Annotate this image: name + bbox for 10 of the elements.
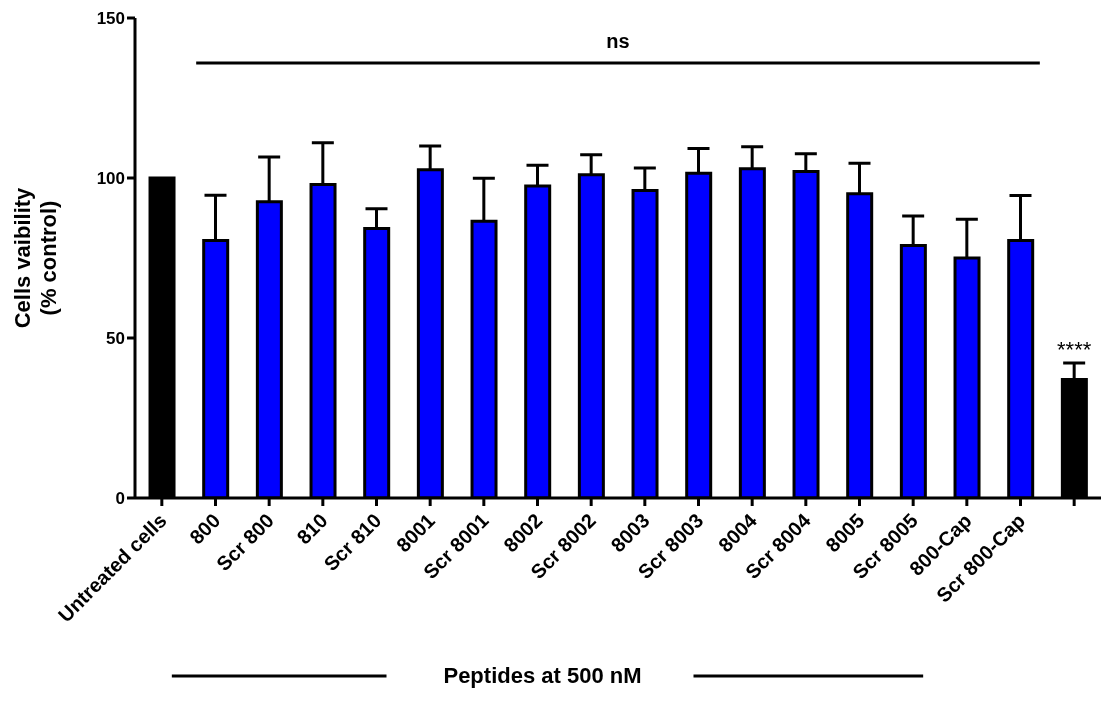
annotation: ****	[1057, 336, 1092, 362]
y-tick-label: 50	[106, 329, 125, 349]
y-axis-title: Cells vaibility (% control)	[10, 186, 61, 329]
x-tick-label: 800	[185, 509, 225, 549]
y-tick-label: 0	[115, 489, 125, 509]
annotation: ns	[606, 30, 630, 52]
y-tick-label: 100	[96, 169, 125, 189]
y-tick-label: 150	[96, 9, 125, 29]
x-tick-label: 810	[292, 509, 332, 549]
x-axis-title: Peptides at 500 nM	[443, 663, 642, 688]
